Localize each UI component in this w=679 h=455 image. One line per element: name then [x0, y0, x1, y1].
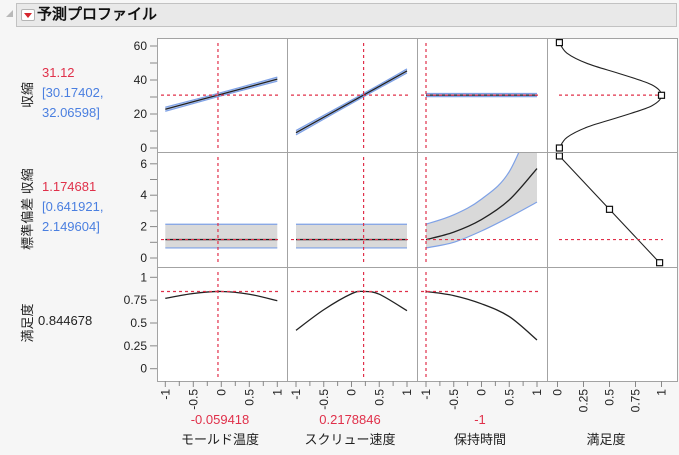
factor-current-screw-speed[interactable]: 0.2178846: [319, 412, 381, 427]
x-tick-label: 0.5: [603, 389, 617, 406]
predicted-value: 31.12: [42, 65, 75, 80]
profile-trace: [296, 223, 407, 249]
factor-label-hold-time: 保持時間: [453, 432, 507, 447]
y-tick-label: 0.5: [130, 316, 147, 330]
desirability-handle[interactable]: [555, 144, 564, 152]
ci-lower-line: [295, 72, 408, 136]
confidence-band: [296, 224, 407, 248]
x-tick-label: 0: [345, 389, 359, 396]
x-tick-label: -1: [419, 389, 433, 400]
x-tick-label: 0.5: [242, 389, 256, 406]
profile-trace: [425, 290, 538, 341]
ci-upper: 2.149604]: [42, 219, 100, 234]
x-axis[interactable]: -1 -0.5 0 0.5 1: [419, 381, 544, 410]
title-bar: 予測プロファイル: [16, 3, 677, 27]
confidence-band: [165, 224, 278, 248]
response-values-shrinkage: 31.12 [30.17402, 32.06598]: [42, 63, 103, 123]
x-tick-label: 0.5: [372, 389, 386, 406]
profile-trace: [426, 92, 537, 98]
y-tick-label: 1: [140, 270, 147, 284]
prediction-trace-line: [425, 168, 538, 241]
x-tick-label: 1: [655, 389, 669, 396]
response-values-desirability: 0.844678: [38, 311, 92, 331]
x-tick-label: 0: [551, 389, 565, 396]
response-label-std-dev-shrinkage: 標準偏差 収縮: [20, 168, 35, 250]
y-tick-label: 0.25: [124, 339, 148, 353]
profile-trace: [165, 223, 278, 249]
x-tick-label: -0.5: [186, 389, 200, 410]
y-tick-label: 0: [140, 362, 147, 376]
desirability-handle[interactable]: [555, 152, 564, 160]
desirability-value: 0.844678: [38, 313, 93, 328]
factor-current-hold-time[interactable]: -1: [474, 412, 486, 427]
disclosure-triangle-icon[interactable]: [6, 10, 13, 17]
x-tick-label: 0.75: [629, 389, 643, 413]
y-tick-label: 0: [140, 251, 147, 265]
panel-border: [547, 267, 678, 382]
ci-lower-line: [165, 80, 278, 112]
y-tick-label: 0.75: [124, 293, 148, 307]
red-triangle-icon: [24, 13, 32, 18]
profile-trace: [425, 152, 538, 249]
x-tick-label: 0: [475, 389, 489, 396]
factor-label-desirability: 満足度: [586, 432, 626, 447]
profile-panel[interactable]: [547, 267, 677, 381]
profile-panel[interactable]: [287, 152, 417, 267]
desirability-handle[interactable]: [655, 259, 664, 267]
y-tick-label: 6: [140, 157, 147, 171]
factor-label-screw-speed: スクリュー速度: [304, 432, 396, 447]
response-values-std-dev: 1.174681 [0.641921, 2.149604]: [42, 177, 103, 237]
x-tick-label: -1: [158, 389, 172, 400]
y-axis[interactable]: 0 2 4 6: [140, 157, 157, 265]
response-label-shrinkage: 収縮: [20, 81, 35, 109]
desirability-handle[interactable]: [657, 91, 666, 99]
desirability-handle[interactable]: [605, 205, 614, 213]
y-tick-label: 20: [134, 107, 148, 121]
report-title: 予測プロファイル: [37, 6, 158, 23]
x-tick-label: 1: [400, 389, 414, 396]
predicted-value: 1.174681: [42, 179, 97, 194]
response-label-desirability: 満足度: [20, 303, 35, 343]
factor-label-mold-temp: モールド温度: [180, 432, 260, 447]
desirability-handle[interactable]: [555, 38, 564, 47]
x-tick-label: -0.5: [447, 389, 461, 410]
x-axis[interactable]: 0 0.25 0.5 0.75 1: [551, 381, 669, 412]
x-tick-label: 0: [214, 389, 228, 396]
ci-upper: 32.06598]: [42, 105, 100, 120]
x-tick-label: -1: [289, 389, 303, 400]
ci-lower: [0.641921,: [42, 199, 104, 214]
ci-upper-line: [425, 152, 520, 225]
y-tick-label: 0: [140, 141, 147, 155]
ci-lower: [30.17402,: [42, 85, 104, 100]
y-tick-label: 40: [134, 73, 148, 87]
x-tick-label: 1: [270, 389, 284, 396]
x-axis[interactable]: -1 -0.5 0 0.5 1: [158, 381, 284, 410]
y-tick-label: 2: [140, 220, 147, 234]
profile-panel[interactable]: [157, 267, 287, 381]
ci-lower-line: [425, 201, 538, 249]
profile-panel[interactable]: [287, 267, 417, 381]
y-tick-label: 60: [134, 39, 148, 53]
x-tick-label: -0.5: [317, 389, 331, 410]
profile-panel[interactable]: [417, 267, 547, 381]
y-tick-label: 4: [140, 188, 147, 202]
x-tick-label: 0.25: [577, 389, 591, 413]
x-tick-label: 0.5: [502, 389, 516, 406]
factor-current-mold-temp[interactable]: -0.059418: [190, 412, 250, 427]
y-axis[interactable]: 0 20 40 60: [134, 39, 157, 155]
confidence-band: [426, 152, 537, 248]
profile-panel[interactable]: [157, 152, 287, 267]
prediction-trace-line: [425, 290, 538, 341]
red-triangle-menu-button[interactable]: [21, 9, 35, 21]
y-axis[interactable]: 0 0.25 0.5 0.75 1: [124, 270, 157, 376]
x-axis[interactable]: -1 -0.5 0 0.5 1: [289, 381, 414, 410]
x-tick-label: 1: [530, 389, 544, 396]
